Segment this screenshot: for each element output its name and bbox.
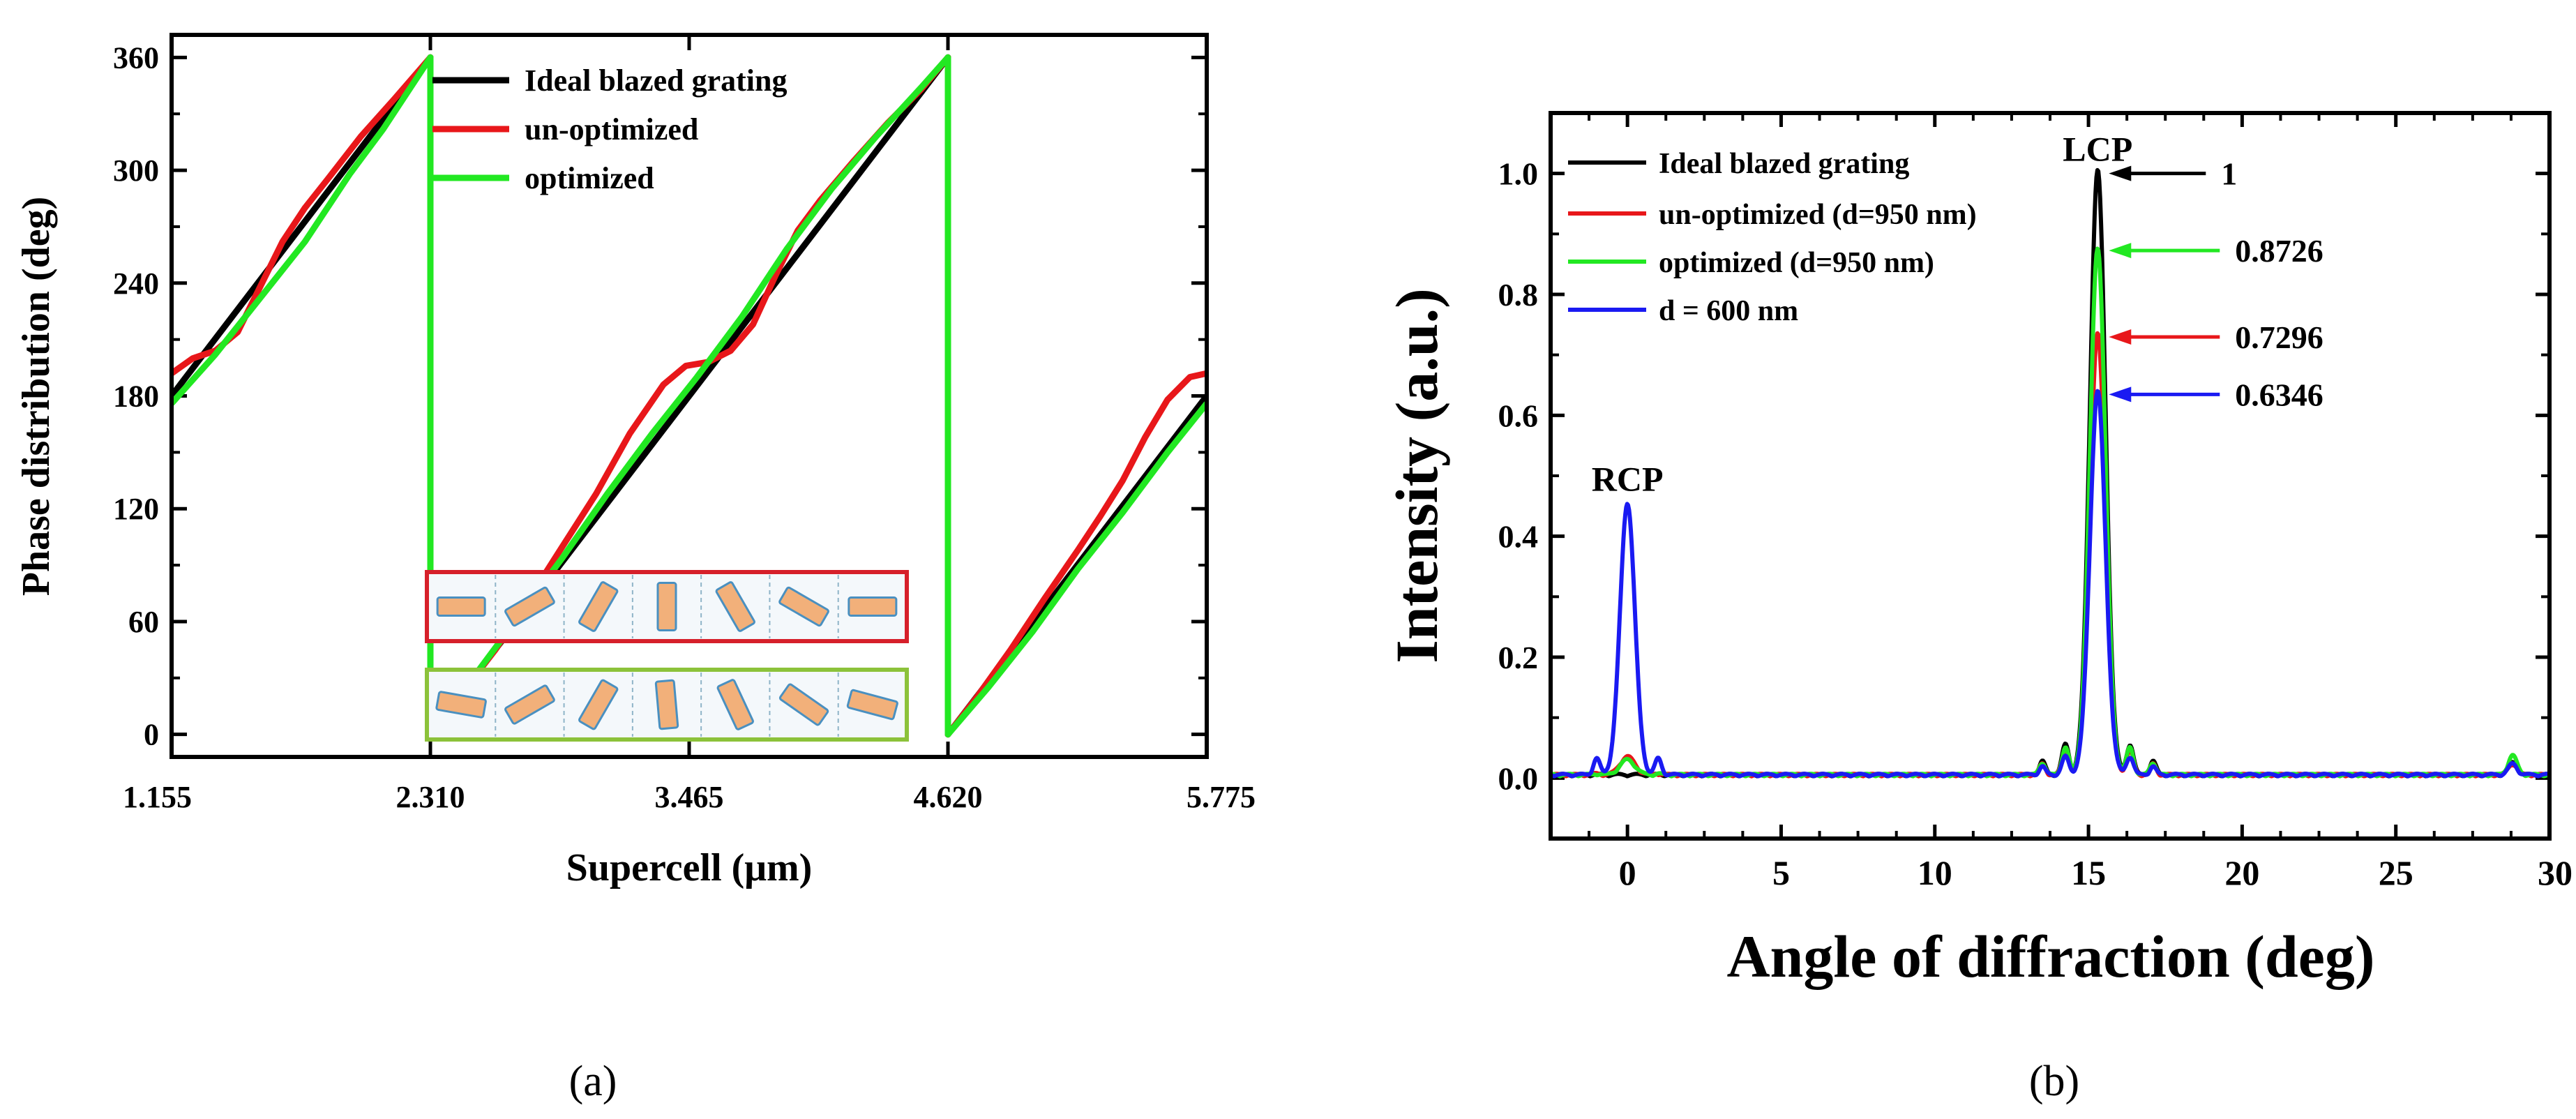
panel-b-frame [1549,111,2552,841]
inset-nanobrick [656,582,677,631]
arrow-head [2109,165,2132,181]
inset-nanobrick [435,691,487,719]
a-ytick-label: 240 [113,266,159,301]
panel-a-legend: Ideal blazed grating un-optimized optimi… [432,63,787,195]
inset-nanobrick [778,683,829,726]
b-xtick-label: 10 [1918,853,1952,892]
inset-nanobrick [778,586,829,627]
legend-a-ideal-label: Ideal blazed grating [525,63,787,98]
a-xtick-label: 3.465 [655,780,724,814]
panel-a-x-axis-label: Supercell (μm) [566,846,813,889]
inset-nanobrick [654,679,679,730]
legend-b-d600-label: d = 600 nm [1659,295,1798,327]
b-series-d-600-nm [1551,389,2549,779]
b-ytick-label: 0.2 [1498,640,1539,675]
inset-nanobrick [848,596,898,617]
a-ytick-label: 0 [144,718,159,752]
inset-nanobrick [715,581,755,632]
panel-a-caption: (a) [569,1058,617,1105]
legend-b-unoptimized-label: un-optimized (d=950 nm) [1659,199,1977,231]
a-ytick-label: 180 [113,380,159,414]
a-xtick-label: 5.775 [1187,780,1256,814]
inset-nanobrick [716,679,754,730]
b-ytick-label: 1.0 [1498,156,1539,192]
a-xtick-label: 2.310 [396,780,465,814]
legend-a-optimized-label: optimized [525,161,654,195]
inset-nanobrick [504,684,555,725]
b-xtick-label: 15 [2071,853,2106,892]
b-xtick-label: 30 [2538,853,2573,892]
b-xtick-label: 20 [2224,853,2259,892]
panel-a: 0 60 120 180 240 300 360 1.155 2.310 3.465 4.620 5.… [15,33,1256,1105]
inset-nanobrick [578,581,619,632]
b-xtick-label: 5 [1772,853,1790,892]
panel-b-caption: (b) [2029,1058,2079,1105]
b-series-optimized-d-950-nm [1551,246,2549,779]
inset-nanobrick [504,586,555,627]
inset-nanobrick [846,689,898,721]
legend-b-ideal-label: Ideal blazed grating [1659,148,1909,180]
a-ytick-label: 60 [128,605,159,639]
arrow-head [2109,386,2132,403]
peak-value-label: 0.6346 [2235,377,2323,412]
panel-b-y-axis-label: Intensity (a.u.) [1383,288,1450,663]
panel-b-legend: Ideal blazed grating un-optimized (d=950… [1568,148,1977,327]
rcp-label: RCP [1592,459,1664,498]
panel-b-x-axis-label: Angle of diffraction (deg) [1726,923,2374,990]
panel-a-series [172,54,1207,738]
inset-nanobrick [436,596,486,617]
a-ytick-label: 360 [113,40,159,75]
b-xtick-label: 0 [1619,853,1636,892]
arrow-head [2109,243,2132,259]
panel-a-y-axis-label: Phase distribution (deg) [15,197,58,596]
inset-nanobrick [578,679,619,730]
b-ytick-label: 0.0 [1498,760,1539,796]
panel-a-frame [170,33,1209,759]
b-ytick-label: 0.4 [1498,519,1539,555]
panel-b-series [1551,167,2549,779]
lcp-label: LCP [2063,130,2132,169]
peak-value-label: 0.8726 [2235,233,2323,269]
a-xtick-label: 1.155 [123,780,192,814]
peak-value-label: 0.7296 [2235,320,2323,355]
panel-b-ticks: 0.0 0.2 0.4 0.6 0.8 1.0 0 5 10 15 20 25 30 [1498,112,2573,892]
panel-a-ticks: 0 60 120 180 240 300 360 1.155 2.310 3.465 4.620 5.… [113,35,1256,814]
a-xtick-label: 4.620 [914,780,983,814]
panel-b: 0.0 0.2 0.4 0.6 0.8 1.0 0 5 10 15 20 25 30 Ideal bla… [1383,111,2573,1105]
b-ytick-label: 0.8 [1498,277,1539,313]
b-series-un-optimized-d-950-nm [1551,331,2549,779]
arrow-head [2109,329,2132,345]
a-ytick-label: 120 [113,492,159,526]
legend-a-unoptimized-label: un-optimized [525,112,698,147]
panel-b-annotations: LCP RCP 1 0.8726 0.7296 0.6346 [1592,130,2323,499]
b-xtick-label: 25 [2379,853,2413,892]
a-ytick-label: 300 [113,153,159,188]
a-series-optimized [172,54,1207,738]
peak-value-label: 1 [2221,156,2237,192]
panel-a-inset [425,570,909,742]
b-ytick-label: 0.6 [1498,398,1539,433]
legend-b-optimized-label: optimized (d=950 nm) [1659,247,1934,279]
